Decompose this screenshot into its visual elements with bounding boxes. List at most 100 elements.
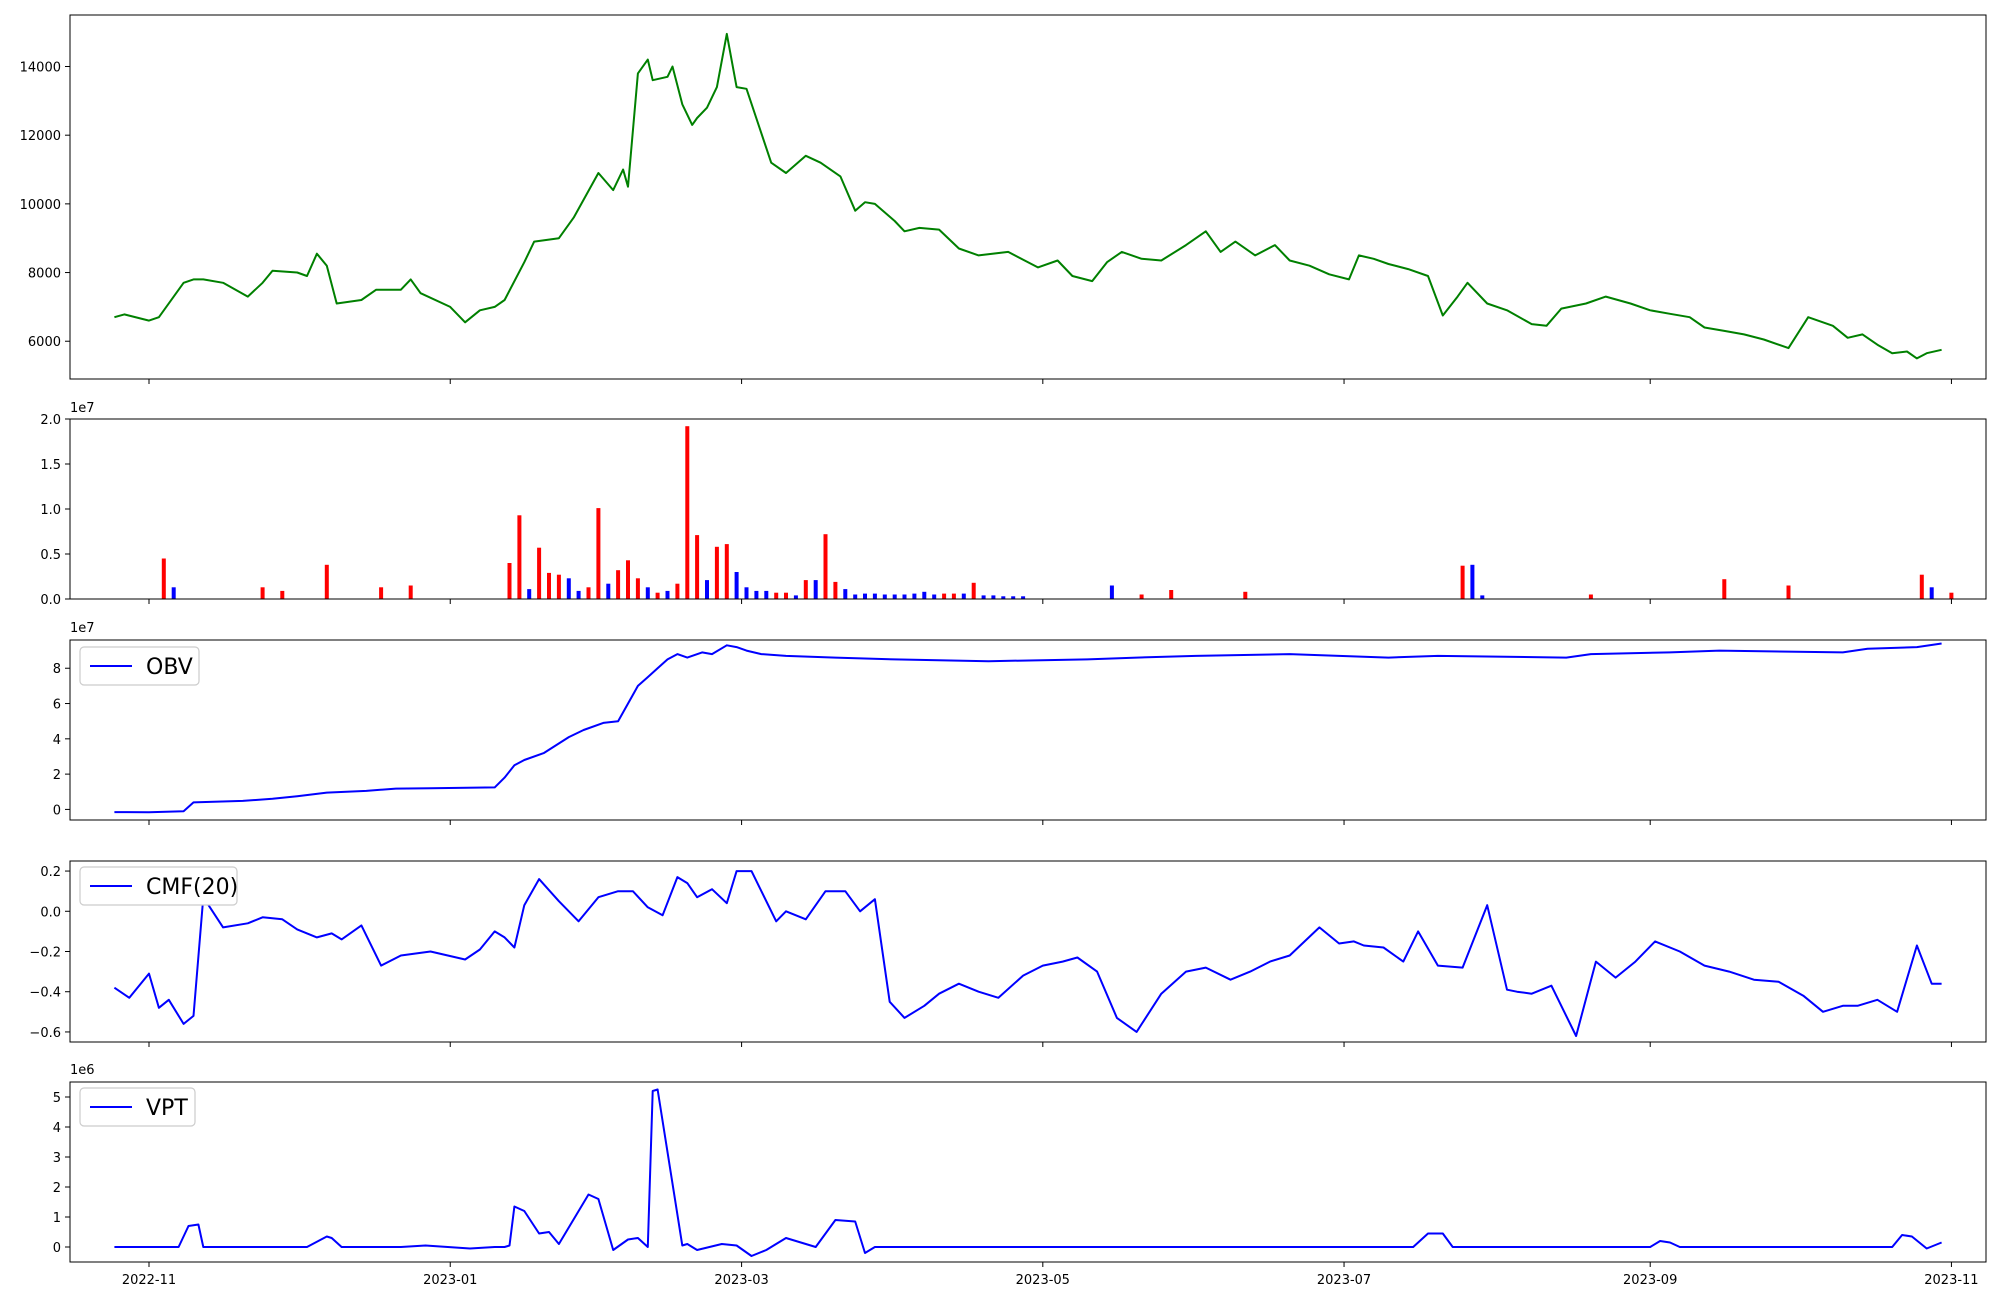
volume-bar: [1480, 595, 1485, 599]
obv-y-tick-label: 4: [53, 733, 61, 748]
volume-bar: [793, 595, 798, 599]
vpt-scale-label: 1e6: [70, 1063, 95, 1078]
volume-bar: [853, 594, 858, 599]
volume-bar: [324, 564, 329, 599]
volume-bar: [1919, 574, 1924, 599]
volume-bar: [942, 593, 947, 599]
volume-bar: [685, 426, 690, 599]
volume-bar: [744, 587, 749, 599]
cmf-y-tick-label: 0.0: [40, 905, 61, 920]
volume-bar: [1021, 596, 1026, 599]
cmf-series-line: [113, 870, 1942, 1037]
vpt-y-tick-label: 5: [53, 1091, 61, 1106]
volume-bar: [833, 581, 838, 599]
cmf-legend: CMF(20): [79, 866, 238, 906]
x-tick-label: 2023-11: [1924, 1273, 1978, 1288]
volume-bar: [517, 515, 522, 599]
volume-bar: [1470, 564, 1475, 599]
volume-bar: [408, 585, 413, 599]
volume-bar: [1786, 585, 1791, 599]
volume-bar: [784, 592, 788, 599]
volume-y-tick-label: 0.5: [40, 548, 61, 563]
vpt-y-tick-label: 3: [53, 1151, 61, 1166]
volume-bar: [379, 587, 384, 599]
obv-y-tick-label: 8: [53, 662, 61, 677]
obv-y-tick-label: 2: [53, 768, 61, 783]
vpt-axes-frame: [69, 1081, 1987, 1263]
volume-bar: [843, 589, 848, 599]
volume-bar: [734, 572, 739, 599]
obv-legend-label: OBV: [146, 655, 193, 680]
cmf-legend-frame: [79, 866, 238, 906]
vpt-legend-frame: [79, 1087, 196, 1127]
vpt-panel: 0 1 2 3 4 5 2022-11 2023-01 2023-03 2023-05 2023-0…: [53, 1081, 1987, 1288]
vpt-y-tick-label: 1: [53, 1211, 61, 1226]
volume-bar: [951, 593, 956, 599]
volume-bar: [764, 590, 769, 599]
volume-bar: [902, 594, 907, 599]
volume-y-tick-label: 0.0: [40, 593, 61, 608]
vpt-y-tick-label: 0: [53, 1241, 61, 1256]
volume-bar: [863, 593, 867, 599]
cmf-y-tick-label: −0.4: [29, 986, 61, 1001]
cmf-legend-label: CMF(20): [146, 875, 238, 900]
price-y-tick-label: 12000: [20, 129, 61, 144]
volume-scale-label: 1e7: [70, 401, 95, 416]
volume-bar: [586, 587, 591, 599]
obv-series-line: [114, 642, 1942, 814]
volume-bar: [803, 580, 808, 599]
x-tick-label: 2023-07: [1317, 1273, 1371, 1288]
obv-y-tick-label: 0: [53, 803, 61, 818]
volume-bar: [991, 595, 996, 599]
volume-bar: [892, 594, 897, 599]
volume-bar: [626, 560, 630, 599]
volume-bar: [507, 563, 512, 599]
volume-bar: [547, 572, 551, 599]
volume-bar: [971, 582, 976, 599]
volume-bar: [724, 544, 729, 599]
volume-bar: [576, 590, 581, 599]
vpt-y-tick-label: 2: [53, 1181, 61, 1196]
volume-bar: [280, 590, 285, 599]
volume-bar: [981, 595, 986, 599]
volume-bar: [655, 592, 660, 599]
x-tick-label: 2023-05: [1016, 1273, 1070, 1288]
vpt-legend-label: VPT: [146, 1096, 188, 1121]
volume-bar: [260, 587, 265, 599]
volume-y-tick-label: 1.0: [40, 503, 61, 518]
volume-bar: [1001, 596, 1006, 599]
volume-bar: [665, 590, 670, 599]
volume-bar: [171, 587, 176, 599]
obv-y-tick-label: 6: [53, 698, 61, 713]
vpt-legend: VPT: [79, 1087, 196, 1127]
obv-legend: OBV: [79, 646, 200, 686]
volume-bar: [1460, 565, 1465, 599]
volume-bar: [1169, 590, 1174, 599]
volume-bar: [872, 593, 877, 599]
volume-bar: [714, 546, 719, 599]
volume-bar: [1011, 596, 1016, 599]
obv-scale-label: 1e7: [70, 621, 95, 636]
cmf-y-tick-label: 0.2: [40, 865, 61, 880]
cmf-y-tick-label: −0.2: [29, 946, 61, 961]
volume-bar: [606, 583, 611, 599]
volume-bar: [635, 578, 640, 599]
volume-bar: [961, 593, 966, 599]
volume-y-tick-label: 2.0: [40, 413, 61, 428]
volume-bar: [932, 594, 937, 599]
volume-bar: [774, 592, 779, 599]
cmf-y-tick-label: −0.6: [29, 1026, 61, 1041]
volume-bar: [1929, 587, 1934, 599]
volume-bar: [823, 534, 828, 599]
volume-bar: [1109, 585, 1114, 599]
volume-bar: [527, 589, 532, 599]
volume-bar: [596, 508, 601, 599]
axis-scale-labels: 1e7 1e7 1e6: [70, 401, 95, 1078]
volume-bar: [695, 535, 700, 599]
vpt-series-line: [114, 1088, 1942, 1257]
volume-bar: [1588, 594, 1593, 599]
volume-panel: 0.0 0.5 1.0 1.5 2.0: [40, 413, 1987, 608]
volume-bar: [645, 587, 650, 599]
price-y-tick-label: 6000: [28, 335, 61, 350]
